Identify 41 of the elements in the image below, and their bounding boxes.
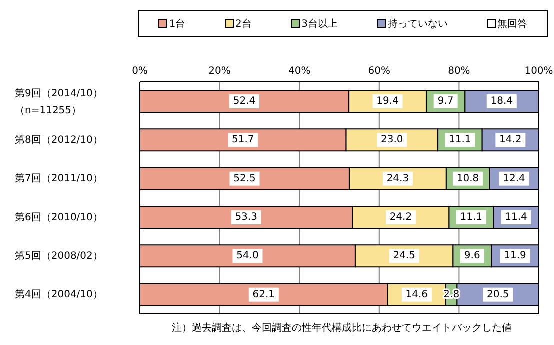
data-label: 14.6 <box>406 289 428 300</box>
x-tick-label: 80% <box>448 66 470 77</box>
legend-label: 無回答 <box>496 18 528 30</box>
data-label: 11.9 <box>504 250 526 262</box>
data-label: 23.0 <box>381 134 404 146</box>
x-tick-label: 20% <box>208 66 231 77</box>
legend-label: 2台 <box>234 18 252 30</box>
data-label: 53.3 <box>235 212 258 224</box>
data-label: 24.2 <box>390 212 412 224</box>
data-label: 19.4 <box>376 96 399 108</box>
data-label: 11.4 <box>505 212 528 224</box>
data-label: 24.5 <box>393 250 416 262</box>
y-tick-label: 第5回（2008/02） <box>15 250 103 262</box>
data-label: 62.1 <box>252 289 276 300</box>
data-label: 12.4 <box>503 173 526 184</box>
data-label: 10.8 <box>456 173 480 184</box>
x-tick-label: 100% <box>524 66 554 77</box>
y-tick-label: 第8回（2012/10） <box>15 134 103 146</box>
data-label: 24.3 <box>386 173 410 184</box>
data-label: 54.0 <box>236 250 259 262</box>
legend-label: 1台 <box>168 18 186 30</box>
data-label: 52.4 <box>233 96 256 108</box>
y-tick-label: 第7回（2011/10） <box>15 172 103 184</box>
y-tick-label: 第6回（2010/10） <box>15 210 103 223</box>
data-label: 51.7 <box>232 134 254 146</box>
legend-label: 持っていない <box>386 18 448 30</box>
x-tick-label: 40% <box>288 66 311 77</box>
data-label: 14.2 <box>500 134 522 146</box>
y-tick-label: 第4回（2004/10） <box>15 288 103 300</box>
legend-label: 3台以上 <box>300 18 338 30</box>
text: 注）過去調査は、今回調査の性年代構成比にあわせてウエイトバックした値 <box>171 322 513 335</box>
data-label: 9.6 <box>464 250 480 262</box>
data-label: 11.1 <box>449 134 472 146</box>
data-label: 9.7 <box>438 96 454 108</box>
data-label: 11.1 <box>460 212 482 224</box>
data-label: 52.5 <box>234 173 256 184</box>
y-tick-label: 第9回（2014/10）（n=11255） <box>15 86 103 116</box>
data-label: 20.5 <box>486 289 510 300</box>
x-tick-label: 0% <box>132 66 148 77</box>
data-label: 18.4 <box>490 96 514 108</box>
x-tick-label: 60% <box>368 66 391 77</box>
